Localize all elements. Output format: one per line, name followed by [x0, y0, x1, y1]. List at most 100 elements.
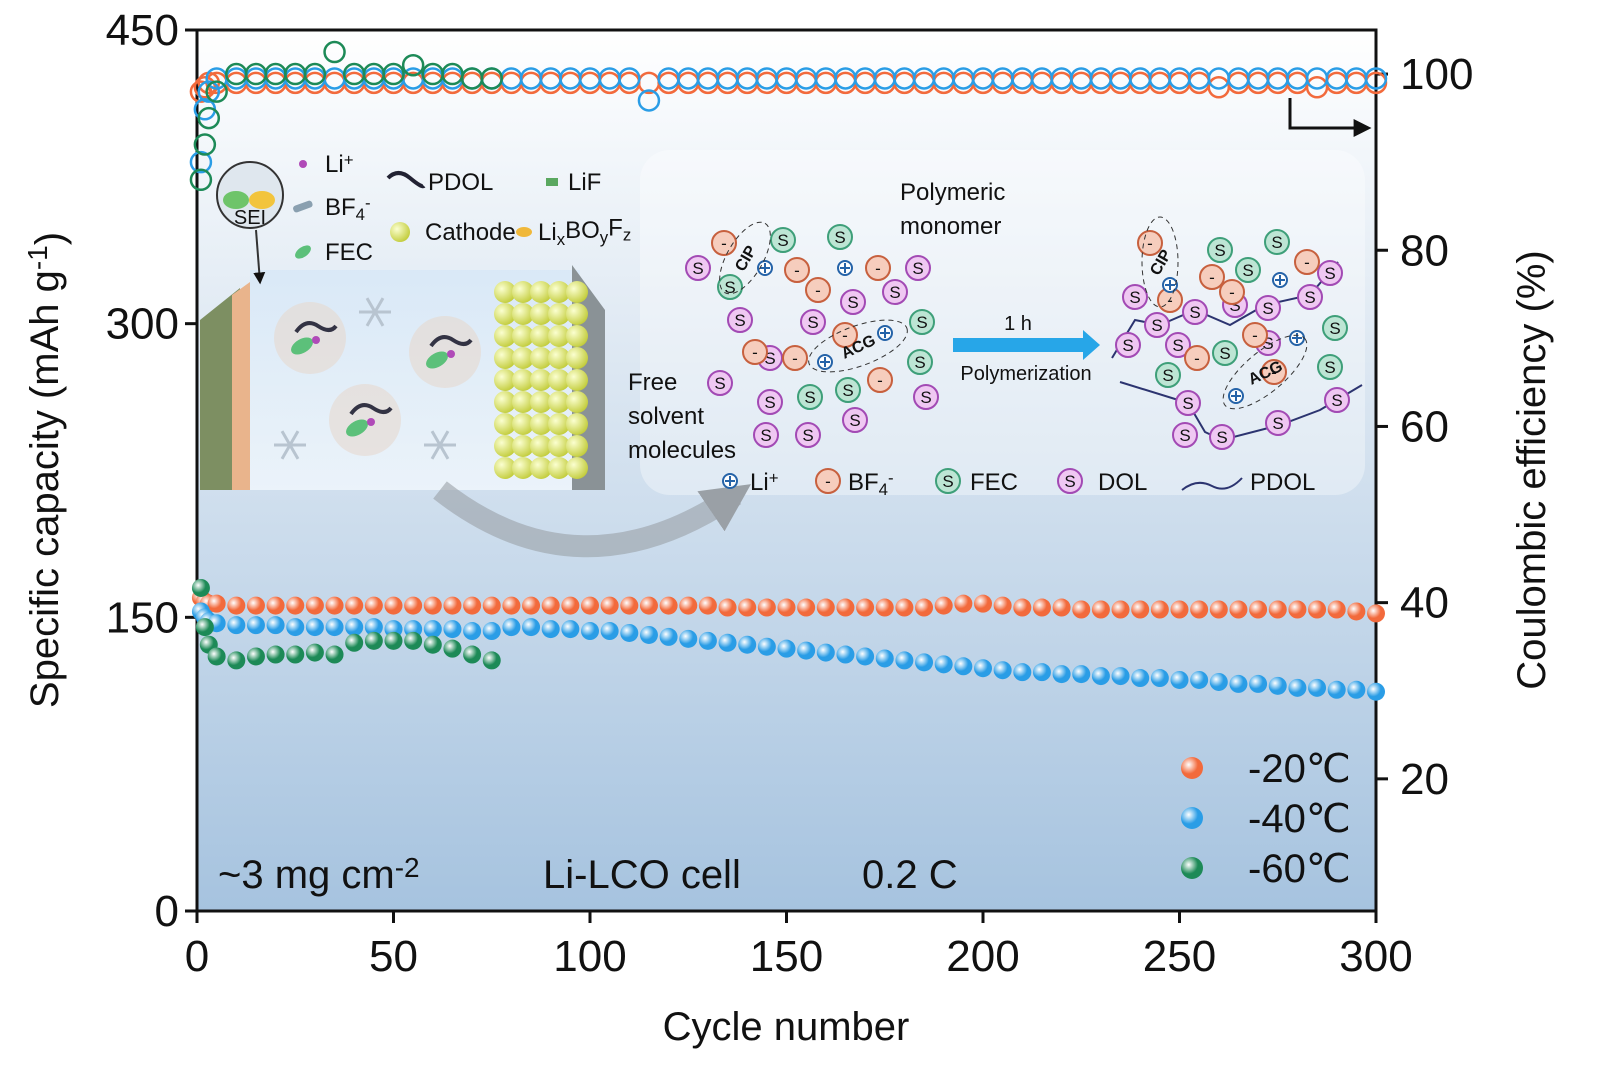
molecule [1165, 332, 1191, 358]
efficiency-point [382, 62, 405, 86]
capacity-point [1249, 600, 1268, 619]
annotation-part: -2 [395, 852, 420, 883]
capacity-point [639, 625, 658, 644]
molecule [1115, 332, 1141, 358]
molecule-symbol: S [692, 259, 703, 278]
y2-axis-title: Coulombic efficiency (%) [1510, 250, 1554, 689]
molecule-symbol: S [714, 374, 725, 393]
capacity-point [895, 598, 914, 617]
molecule [1182, 299, 1208, 325]
species-label-part: PDOL [1250, 469, 1315, 496]
cathode-particle [530, 457, 552, 479]
cathode-particle [530, 391, 552, 413]
sei-label: SEI [234, 207, 266, 229]
species-label: BF4- [848, 468, 894, 499]
component-label-part: BF [325, 194, 356, 221]
capacity-point [934, 596, 953, 615]
efficiency-point [637, 89, 661, 112]
efficiency-point [323, 40, 346, 64]
component-label: PDOL [428, 169, 493, 196]
component-label: Cathode [425, 219, 516, 246]
capacity-point [364, 631, 383, 650]
capacity-point [1209, 600, 1228, 619]
molecule [1172, 422, 1198, 448]
molecule [784, 257, 810, 283]
efficiency-point [1364, 67, 1388, 90]
molecule [770, 227, 796, 253]
capacity-point [581, 622, 599, 641]
molecule-symbol: S [1271, 233, 1282, 252]
molecule [727, 307, 753, 333]
li-ion-plus [880, 328, 890, 338]
molecule-symbol: S [847, 293, 858, 312]
capacity-point [325, 645, 344, 664]
efficiency-point [197, 106, 221, 130]
species-label-part: DOL [1098, 469, 1147, 496]
molecule [742, 339, 768, 365]
efficiency-point [205, 80, 228, 103]
capacity-point [1288, 600, 1307, 619]
molecule [1242, 322, 1268, 348]
cathode-particle [548, 303, 570, 325]
capacity-point [1032, 663, 1051, 682]
capacity-point [600, 596, 619, 615]
molecule-symbol: - [1229, 283, 1235, 302]
inset-label: solvent [628, 403, 704, 430]
cathode-particle [548, 457, 570, 479]
capacity-point [1327, 680, 1346, 699]
capacity-point [195, 618, 214, 637]
cathode-particle [548, 325, 570, 347]
cathode-particle [494, 303, 516, 325]
cathode-particle [548, 391, 570, 413]
efficiency-point [193, 133, 217, 156]
molecule [797, 384, 823, 410]
efficiency-point [401, 53, 425, 77]
molecule [832, 322, 858, 348]
component-label: LixBOyFz [538, 215, 631, 249]
x-tick-label: 0 [185, 932, 209, 981]
efficiency-point [618, 67, 641, 90]
molecule [1175, 390, 1201, 416]
molecule-symbol: S [842, 381, 853, 400]
molecule [1235, 257, 1261, 283]
capacity-point [797, 598, 816, 617]
molecule-symbol: S [1122, 336, 1133, 355]
capacity-point [1209, 672, 1228, 691]
capacity-point [286, 596, 305, 615]
molecule [1294, 249, 1320, 275]
capacity-point [1091, 600, 1110, 619]
pointer [253, 229, 266, 285]
y-axis-title-part: Specific capacity (mAh g [23, 270, 67, 708]
cathode-particle [530, 325, 552, 347]
capacity-point [227, 616, 246, 635]
component-label-part: - [365, 193, 371, 212]
molecule-symbol: S [807, 313, 818, 332]
molecule-symbol: S [889, 283, 900, 302]
component-label: FEC [325, 239, 373, 266]
capacity-point [797, 641, 816, 660]
fec-icon [291, 337, 313, 355]
cluster-outline [719, 221, 771, 295]
molecule [800, 309, 826, 335]
molecule [753, 422, 779, 448]
capacity-point [1347, 680, 1366, 699]
capacity-point [246, 596, 265, 615]
capacity-point [581, 596, 599, 615]
capacity-point [191, 578, 210, 597]
capacity-point [836, 645, 855, 664]
cathode-particle [512, 435, 534, 457]
molecule-symbol: S [1151, 316, 1162, 335]
molecule [1199, 264, 1225, 290]
species-label-part: Li [750, 469, 769, 496]
capacity-point [1013, 663, 1032, 682]
cathode-particle [566, 303, 588, 325]
capacity-point [364, 618, 383, 637]
molecule-symbol: - [721, 234, 727, 253]
capacity-point [698, 631, 717, 650]
molecule-symbol: S [1304, 288, 1315, 307]
molecule-symbol: S [1324, 264, 1335, 283]
icon [546, 178, 558, 186]
capacity-point [305, 643, 324, 662]
